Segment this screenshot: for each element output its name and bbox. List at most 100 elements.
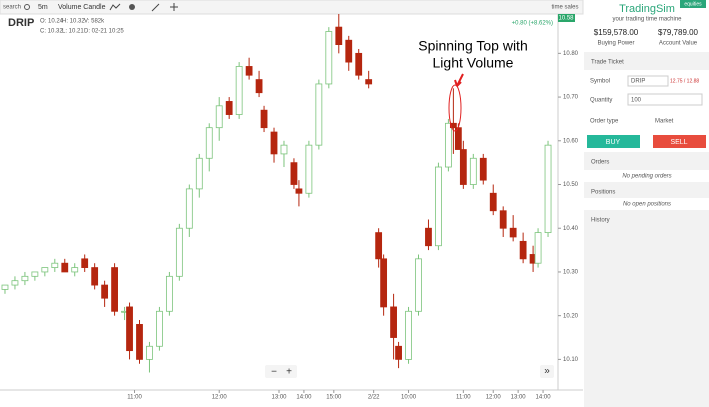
candle-body (335, 26, 343, 46)
symbol-input[interactable] (627, 75, 669, 87)
candle-body (165, 275, 173, 312)
candle-body (31, 271, 39, 277)
buy[interactable]: BUY (606, 139, 621, 146)
candle-body (61, 262, 69, 273)
candle-body (345, 39, 353, 63)
x-tick-label: 15:00 (326, 395, 342, 401)
candle-body (459, 149, 467, 185)
y-tick-label: 10.80 (563, 51, 579, 57)
candle-body (425, 227, 432, 247)
quantity-value[interactable]: 100 (631, 98, 642, 104)
candle-body (519, 240, 527, 260)
candle-body (136, 324, 143, 360)
x-tick-label: 12:00 (486, 395, 502, 401)
close: C: 10.32 (40, 29, 63, 35)
symbol: DRIP (8, 17, 34, 29)
candle-body (280, 144, 288, 155)
candle-body (235, 66, 243, 115)
candle-body (380, 258, 388, 308)
annotation: Spinning Top with (418, 38, 527, 54)
panel-header (584, 0, 709, 52)
forward-button[interactable] (540, 365, 554, 378)
last-price-tag (558, 14, 575, 22)
x-tick-label: 13:00 (511, 395, 527, 401)
y-tick-label: 10.20 (563, 313, 579, 319)
trade-ticket[interactable]: Trade Ticket (591, 60, 624, 66)
buying-power-label: Buying Power (597, 41, 634, 47)
candle-body (215, 105, 223, 129)
y-tick-label: 10.60 (563, 138, 579, 144)
date: D: 02-21 10:25 (84, 29, 124, 35)
zoom-in[interactable]: + (286, 367, 292, 378)
candle-body (175, 227, 183, 277)
candle-body (449, 122, 457, 129)
low: L: 10.21 (62, 29, 84, 35)
candle-body (270, 131, 278, 155)
candle-body (489, 192, 497, 212)
volume: V: 582k (84, 19, 105, 25)
x-tick-label: 14:00 (296, 395, 312, 401)
y-tick-label: 10.30 (563, 270, 579, 276)
candle-body (255, 79, 263, 94)
account-value-label: Account Value (659, 41, 698, 47)
positions[interactable]: Positions (591, 190, 615, 196)
x-tick-label: 12:00 (212, 395, 228, 401)
candle-body (444, 122, 452, 168)
orders[interactable]: Orders (591, 160, 609, 166)
search-icon[interactable] (24, 4, 30, 10)
forward[interactable]: » (544, 366, 550, 377)
y-tick-label: 10.50 (563, 182, 579, 188)
candle-body (509, 227, 517, 238)
time-sales[interactable]: time sales (551, 5, 578, 11)
interval[interactable]: 5m (38, 4, 48, 11)
high: H: 10.32 (62, 19, 85, 25)
candle-body (225, 101, 233, 115)
candle-body (479, 157, 487, 181)
chart-style[interactable]: Volume Candle (58, 4, 106, 11)
zoom-out[interactable]: − (271, 367, 277, 378)
candle-body (544, 144, 552, 234)
symbol-input-value[interactable]: DRIP (631, 79, 645, 85)
no-positions: No open positions (623, 202, 671, 208)
buy-button[interactable] (587, 135, 640, 148)
quantity-input[interactable] (627, 93, 703, 106)
draw-icon[interactable] (151, 3, 160, 12)
indicator-icon[interactable] (109, 3, 121, 11)
sell[interactable]: SELL (670, 139, 687, 146)
x-tick-label: 13:00 (271, 395, 287, 401)
candle-body (185, 188, 193, 229)
candle-body (41, 267, 49, 273)
x-tick-label: 10:00 (401, 395, 417, 401)
brand: TradingSim (619, 3, 675, 15)
candle-body (146, 345, 153, 360)
search[interactable]: search (3, 5, 21, 11)
badge: equities (684, 1, 702, 7)
crosshair-icon[interactable] (170, 3, 178, 11)
candle-body (71, 267, 79, 273)
candle-body (325, 31, 333, 85)
candle-body (469, 157, 477, 185)
candle-body (81, 258, 89, 268)
candle-body (395, 345, 402, 360)
candle-body (156, 310, 163, 347)
history[interactable]: History (591, 218, 610, 224)
candle-body (51, 262, 59, 268)
sell-button[interactable] (653, 135, 706, 148)
candle-body (260, 109, 268, 129)
last-price: 10.58 (558, 16, 574, 22)
candle-body (305, 144, 313, 194)
x-tick-label: 11:00 (127, 395, 142, 401)
candle-body (290, 162, 298, 185)
candle-body (390, 306, 397, 338)
tagline: your trading time machine (612, 17, 682, 23)
candle-body (315, 83, 323, 146)
toolbar (0, 0, 584, 15)
annotation-arrow (454, 73, 464, 87)
candle-body (101, 284, 109, 299)
x-tick-label: 14:00 (536, 395, 552, 401)
bid-ask: 12.75 / 12.88 (670, 78, 699, 84)
settings-icon[interactable] (129, 4, 135, 10)
order-type[interactable]: Market (655, 119, 674, 125)
